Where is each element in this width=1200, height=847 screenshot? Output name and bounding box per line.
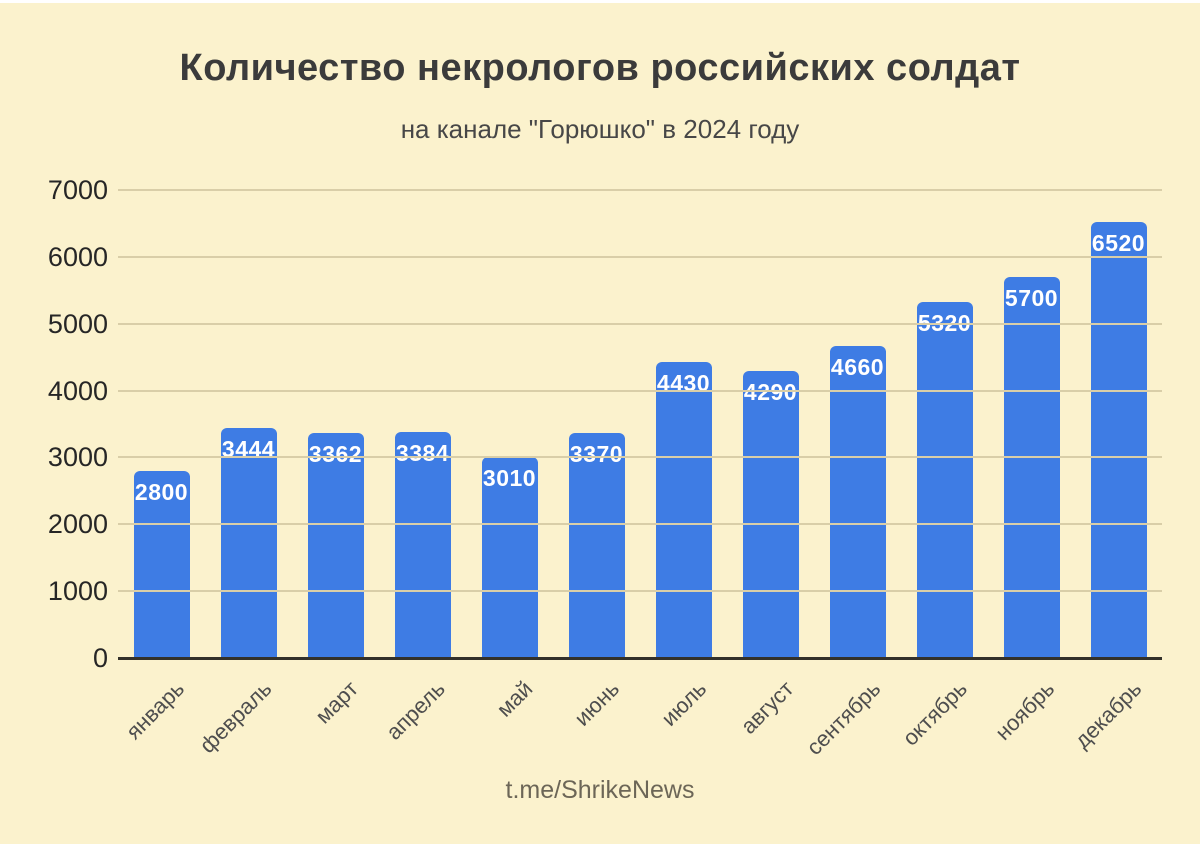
bar-июль: 4430 bbox=[655, 361, 712, 658]
x-axis-line bbox=[118, 657, 1162, 660]
bar-value-label: 5700 bbox=[1004, 284, 1059, 311]
x-tick-label-май: май bbox=[491, 676, 538, 722]
x-tick-label-август: август bbox=[735, 676, 799, 739]
bar-value-label: 4430 bbox=[656, 369, 711, 396]
gridline-2000 bbox=[118, 523, 1162, 526]
chart-subtitle: на канале "Горюшко" в 2024 году bbox=[400, 114, 800, 144]
y-tick-label-7000: 7000 bbox=[47, 175, 108, 205]
bar-март: 3362 bbox=[307, 433, 364, 658]
x-tick-label-январь: январь bbox=[120, 676, 190, 745]
bar-апрель: 3384 bbox=[394, 431, 451, 658]
bar-slot-апрель: 3384 bbox=[379, 190, 466, 658]
bar-slot-март: 3362 bbox=[292, 190, 379, 658]
bar-сентябрь: 4660 bbox=[829, 346, 886, 658]
y-tick-label-1000: 1000 bbox=[47, 576, 108, 607]
y-tick-label-2000: 2000 bbox=[47, 509, 108, 540]
bar-slot-июль: 4430 bbox=[640, 190, 727, 658]
bar-slot-январь: 2800 bbox=[118, 190, 205, 658]
bar-май: 3010 bbox=[481, 456, 538, 658]
y-tick-label-4000: 4000 bbox=[47, 375, 108, 406]
bar-slot-февраль: 3444 bbox=[205, 190, 292, 658]
gridline-5000 bbox=[118, 322, 1162, 325]
y-tick-label-3000: 3000 bbox=[47, 442, 108, 473]
chart-title: Количество некрологов российских солдат bbox=[179, 47, 1021, 89]
watermark-text: t.me/ShrikeNews bbox=[505, 776, 695, 804]
y-tick-label-6000: 6000 bbox=[47, 241, 108, 272]
x-tick-label-июнь: июнь bbox=[569, 676, 625, 731]
x-tick-label-февраль: февраль bbox=[194, 676, 277, 758]
x-tick-label-март: март bbox=[310, 676, 364, 729]
x-tick-label-июль: июль bbox=[656, 676, 712, 731]
bar-февраль: 3444 bbox=[220, 427, 277, 658]
x-tick-label-апрель: апрель bbox=[381, 676, 451, 745]
bar-value-label: 6520 bbox=[1091, 230, 1146, 257]
bar-август: 4290 bbox=[742, 371, 799, 658]
gridline-4000 bbox=[118, 389, 1162, 392]
bar-октябрь: 5320 bbox=[916, 302, 973, 658]
bar-slot-май: 3010 bbox=[466, 190, 553, 658]
bar-ноябрь: 5700 bbox=[1003, 276, 1060, 658]
bar-июнь: 3370 bbox=[568, 432, 625, 658]
y-tick-label-0: 0 bbox=[92, 643, 108, 673]
plot-area: 2800 3444 3362 3384 3010 3370 4430 4290 4660 5320… bbox=[0, 3, 1200, 844]
bars-container: 2800 3444 3362 3384 3010 3370 4430 4290 4660 5320… bbox=[118, 190, 1162, 658]
bar-value-label: 3010 bbox=[482, 464, 537, 491]
bar-slot-ноябрь: 5700 bbox=[988, 190, 1075, 658]
bar-value-label: 3370 bbox=[569, 440, 624, 467]
x-tick-label-сентябрь: сентябрь bbox=[801, 676, 886, 760]
bar-slot-июнь: 3370 bbox=[553, 190, 640, 658]
bar-value-label: 3362 bbox=[308, 441, 363, 468]
bar-slot-август: 4290 bbox=[727, 190, 814, 658]
bar-slot-сентябрь: 4660 bbox=[814, 190, 901, 658]
gridline-3000 bbox=[118, 456, 1162, 459]
bar-value-label: 4660 bbox=[830, 354, 885, 381]
bar-value-label: 3444 bbox=[221, 435, 276, 462]
bar-январь: 2800 bbox=[133, 470, 190, 658]
bar-value-label: 3384 bbox=[395, 439, 450, 466]
x-tick-label-декабрь: декабрь bbox=[1069, 676, 1147, 753]
x-tick-label-ноябрь: ноябрь bbox=[990, 676, 1060, 746]
gridline-6000 bbox=[118, 255, 1162, 258]
bar-декабрь: 6520 bbox=[1090, 222, 1147, 658]
bar-slot-октябрь: 5320 bbox=[901, 190, 988, 658]
bar-slot-декабрь: 6520 bbox=[1075, 190, 1162, 658]
gridline-1000 bbox=[118, 590, 1162, 593]
x-axis-labels: январь февраль март апрель май июнь июль август… bbox=[118, 658, 1162, 778]
y-tick-label-5000: 5000 bbox=[47, 308, 108, 339]
bar-value-label: 2800 bbox=[134, 478, 189, 505]
gridline-7000 bbox=[118, 189, 1162, 191]
x-tick-label-октябрь: октябрь bbox=[897, 676, 973, 751]
bar-value-label: 4290 bbox=[743, 379, 798, 406]
